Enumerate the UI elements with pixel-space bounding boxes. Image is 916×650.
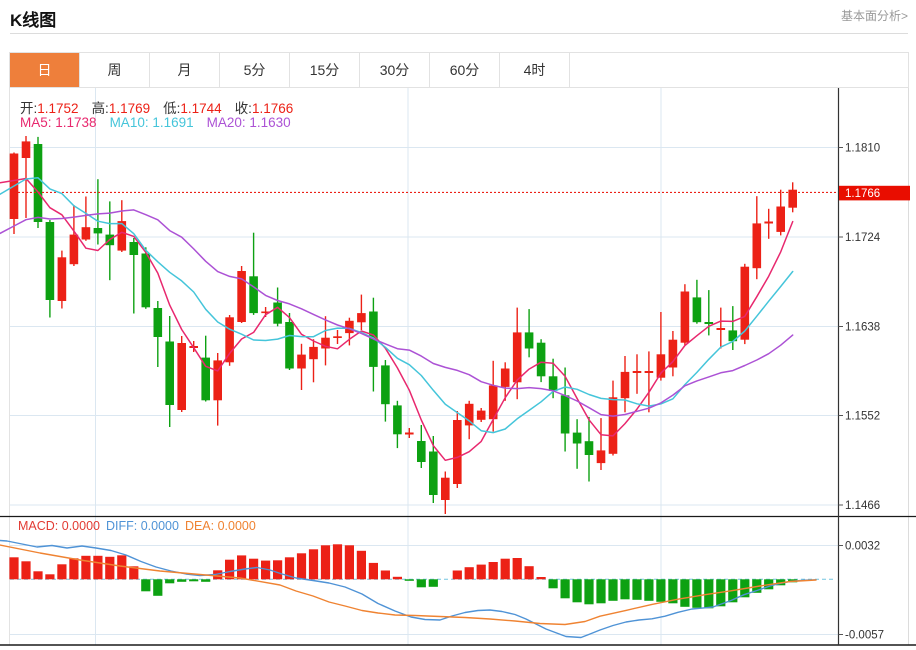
svg-text:1.1638: 1.1638 [845, 321, 880, 333]
svg-text:1.1766: 1.1766 [845, 188, 880, 200]
svg-text:0.0032: 0.0032 [845, 540, 880, 552]
svg-text:1.1810: 1.1810 [845, 142, 880, 154]
svg-text:1.1466: 1.1466 [845, 500, 880, 512]
svg-text:1.1724: 1.1724 [845, 232, 881, 244]
svg-text:-0.0057: -0.0057 [845, 629, 884, 641]
svg-text:1.1552: 1.1552 [845, 410, 880, 422]
